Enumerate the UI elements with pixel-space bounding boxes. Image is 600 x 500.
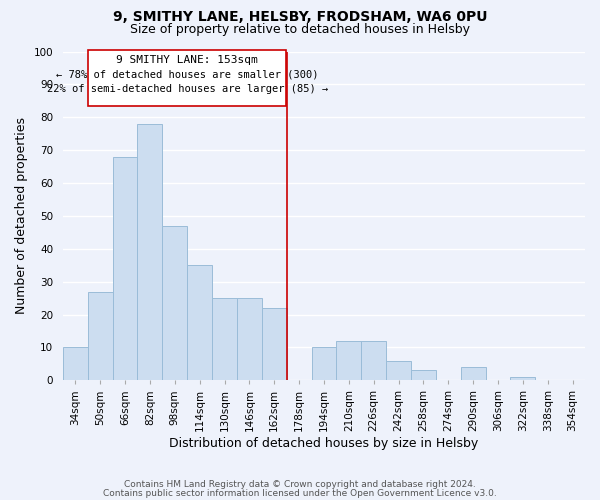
Bar — [63, 348, 88, 380]
Bar — [212, 298, 237, 380]
Text: Contains HM Land Registry data © Crown copyright and database right 2024.: Contains HM Land Registry data © Crown c… — [124, 480, 476, 489]
Text: Size of property relative to detached houses in Helsby: Size of property relative to detached ho… — [130, 22, 470, 36]
Bar — [137, 124, 163, 380]
Bar — [113, 156, 137, 380]
Bar — [511, 377, 535, 380]
Bar — [88, 292, 113, 380]
Bar — [187, 265, 212, 380]
Bar — [461, 367, 485, 380]
Y-axis label: Number of detached properties: Number of detached properties — [15, 118, 28, 314]
Bar — [311, 348, 337, 380]
Bar — [262, 308, 287, 380]
FancyBboxPatch shape — [88, 50, 286, 106]
Bar — [163, 226, 187, 380]
X-axis label: Distribution of detached houses by size in Helsby: Distribution of detached houses by size … — [169, 437, 479, 450]
Bar — [386, 360, 411, 380]
Text: 9, SMITHY LANE, HELSBY, FRODSHAM, WA6 0PU: 9, SMITHY LANE, HELSBY, FRODSHAM, WA6 0P… — [113, 10, 487, 24]
Text: Contains public sector information licensed under the Open Government Licence v3: Contains public sector information licen… — [103, 489, 497, 498]
Text: 9 SMITHY LANE: 153sqm: 9 SMITHY LANE: 153sqm — [116, 55, 258, 65]
Text: 22% of semi-detached houses are larger (85) →: 22% of semi-detached houses are larger (… — [47, 84, 328, 94]
Bar — [411, 370, 436, 380]
Bar — [337, 341, 361, 380]
Text: ← 78% of detached houses are smaller (300): ← 78% of detached houses are smaller (30… — [56, 70, 319, 80]
Bar — [237, 298, 262, 380]
Bar — [361, 341, 386, 380]
